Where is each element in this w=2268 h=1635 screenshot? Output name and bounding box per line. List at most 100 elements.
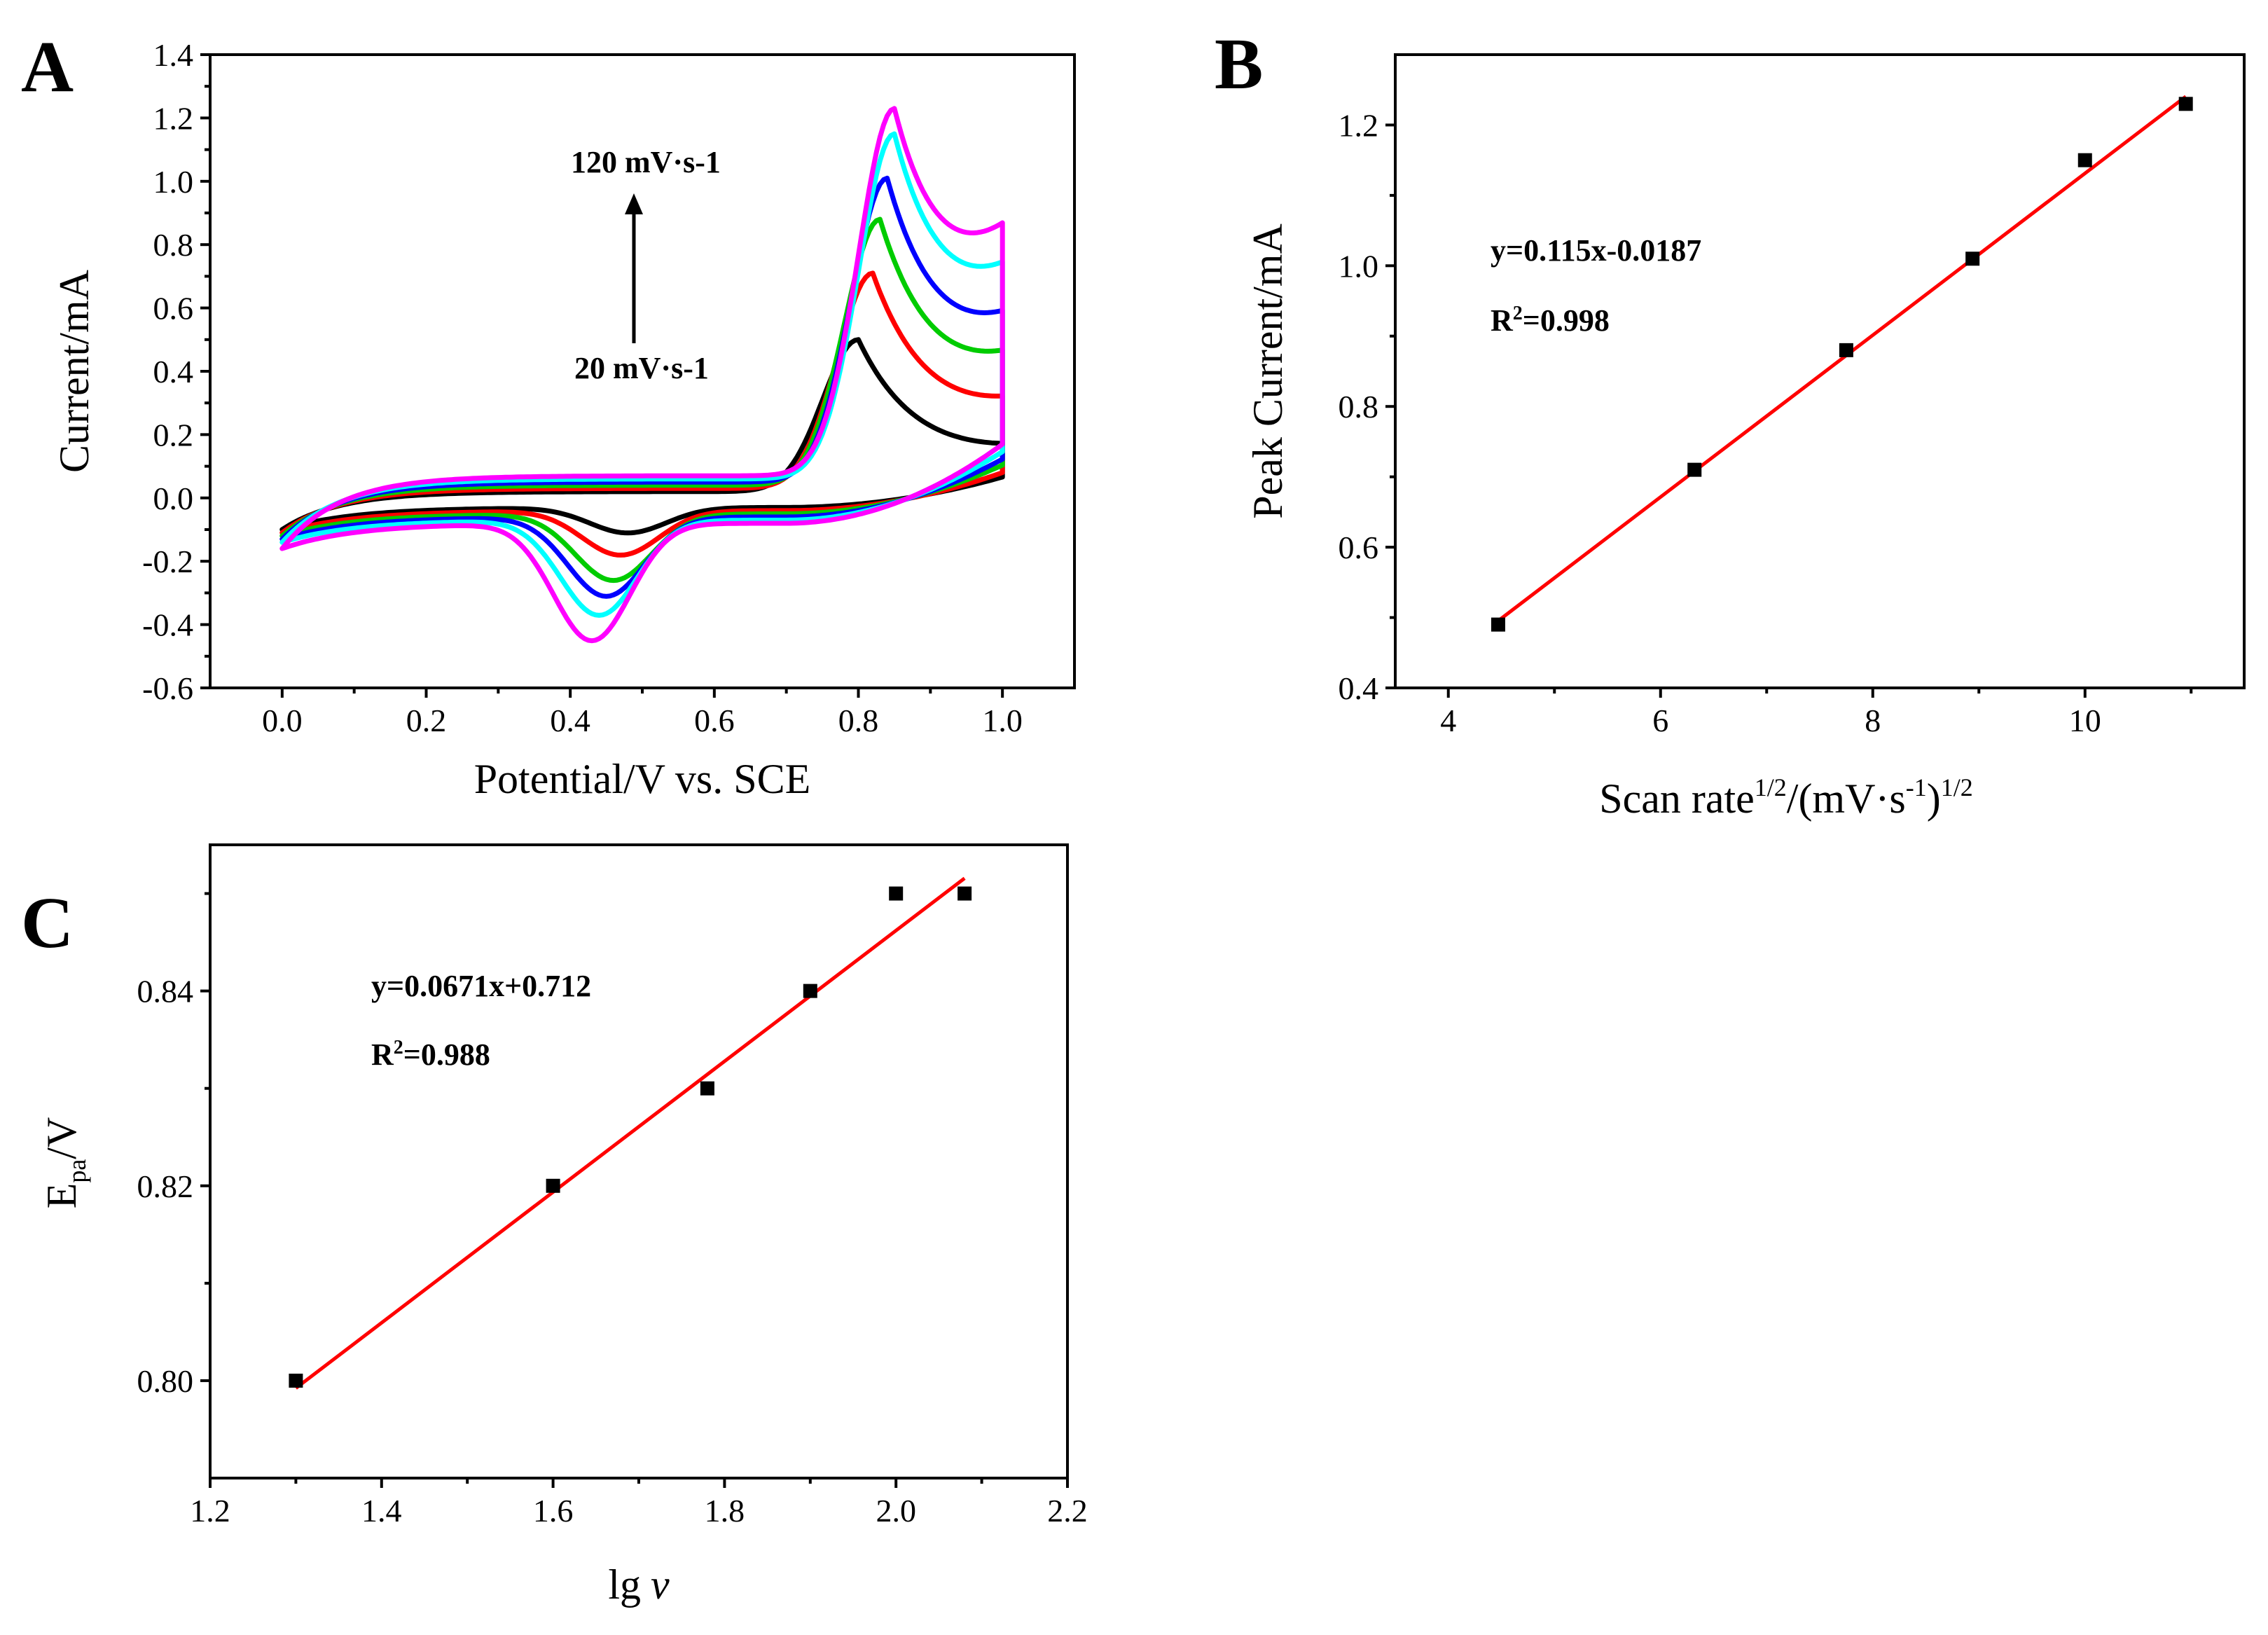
panel-c-xlabel-var: v [651, 1561, 670, 1608]
panel-c-y-tick-label: 0.80 [137, 1363, 194, 1399]
panel-b-plot-frame [1394, 53, 2246, 689]
panel-c-r-squared: R2=0.988 [371, 1037, 490, 1072]
panel-b-data-point [1687, 462, 1702, 477]
panel-a-x-tick-label: 0.6 [694, 703, 735, 738]
panel-c-x-tick-label: 1.8 [705, 1493, 745, 1529]
panel-b-fit-line [1497, 95, 2187, 623]
panel-a-x-tick-label: 0.8 [838, 703, 879, 738]
panel-a-y-tick-label: -0.4 [142, 607, 193, 643]
annotation-20-mv-text: 20 mV·s-1 [574, 351, 709, 385]
panel-b-label: B [1215, 24, 1263, 104]
panel-b-data-point [1491, 617, 1505, 632]
panel-b-xlabel-sup2: -1 [1906, 773, 1927, 801]
panel-b-y-tick-label: 0.8 [1339, 389, 1379, 425]
panel-a-y-tick-label: 1.4 [153, 37, 194, 73]
panel-a-y-tick-label: 0.6 [153, 291, 194, 326]
panel-a-ticks: 0.0 0.2 0.4 0.6 0.8 1.0 -0.6 -0.4 -0.2 0.0 0.2 0.4 0… [142, 37, 1023, 738]
panel-c-ylabel-end: /V [39, 1117, 85, 1159]
panel-a-y-tick-label: -0.6 [142, 670, 193, 706]
panel-c-fit [294, 876, 966, 1390]
panel-b-xlabel-sup3: 1/2 [1941, 773, 1973, 801]
panel-b-r-sup: 2 [1513, 303, 1523, 324]
panel-b-y-tick-label: 0.6 [1339, 530, 1379, 565]
panel-c-x-tick-label: 2.0 [876, 1493, 916, 1529]
panel-b-y-axis-label: Peak Current/mA [1245, 223, 1291, 519]
cv-curve-120-mv-s [279, 106, 1005, 644]
annotation-120-mv: 120 mV·s-1 [571, 145, 721, 179]
panel-b-y-tick-label: 0.4 [1339, 670, 1379, 706]
panel-b-r-squared: R2=0.998 [1491, 303, 1610, 338]
panel-a-y-tick-label: 0.4 [153, 354, 194, 389]
panel-b-data-point [1965, 251, 1980, 266]
panel-a: A 0.0 0.2 0.4 0.6 0.8 1.0-0.6-0.4-0.20.00.20.… [21, 27, 1076, 802]
panel-c-x-tick-label: 2.2 [1047, 1493, 1088, 1529]
panel-c-x-axis-label: lg v [608, 1561, 670, 1608]
panel-c-points [289, 886, 972, 1388]
panel-b-x-tick-label: 10 [2069, 703, 2101, 738]
panel-b: B 4 6 8 10 0.4 0.6 0.8 1.0 1.2 y=0.115x-0.0187 R… [1215, 24, 2246, 822]
panel-b-xlabel-sup1: 1/2 [1755, 773, 1787, 801]
panel-c-x-tick-label: 1.2 [190, 1493, 230, 1529]
panel-a-x-tick-label: 1.0 [982, 703, 1023, 738]
panel-b-xlabel-end: ) [1927, 775, 1941, 822]
panel-c-label: C [21, 883, 74, 963]
panel-b-y-tick-label: 1.0 [1339, 248, 1379, 284]
panel-b-y-tick-label: 1.2 [1339, 107, 1379, 143]
panel-a-y-tick-label: 0.0 [153, 481, 194, 516]
panel-b-r-value: =0.998 [1523, 303, 1610, 338]
annotation-20-mv: 20 mV·s-1 [574, 351, 709, 385]
panel-b-fit [1497, 95, 2187, 623]
panel-c-fit-line [294, 876, 966, 1390]
panel-c-plot-frame [209, 843, 1069, 1479]
panel-c-y-axis-label: Epa/V [39, 1117, 91, 1209]
panel-b-xlabel-mid: /(mV·s [1787, 775, 1906, 822]
panel-a-x-axis-label: Potential/V vs. SCE [474, 756, 811, 802]
panel-a-y-tick-label: 0.2 [153, 417, 194, 453]
panel-b-points [1491, 97, 2193, 632]
panel-a-y-tick-label: 1.0 [153, 164, 194, 200]
scan-rate-arrow-head [625, 193, 643, 214]
panel-a-y-axis-label: Current/mA [51, 270, 97, 473]
panel-c-x-tick-label: 1.6 [533, 1493, 574, 1529]
panel-a-y-tick-label: 1.2 [153, 100, 194, 136]
panel-c-r-letter: R [371, 1037, 394, 1072]
panel-c-r-value: =0.988 [403, 1037, 490, 1072]
panel-c-ticks: 1.2 1.4 1.6 1.8 2.0 2.2 0.80 0.82 0.84 [137, 892, 1088, 1529]
panel-c-y-tick-label: 0.82 [137, 1168, 194, 1204]
panel-c-y-tick-label: 0.84 [137, 974, 194, 1009]
panel-c-ylabel-main: E [39, 1183, 85, 1209]
panel-a-curves [279, 106, 1005, 644]
panel-b-data-point [2178, 97, 2193, 111]
panel-b-x-tick-label: 4 [1440, 703, 1456, 738]
annotation-120-mv-text: 120 mV·s-1 [571, 145, 721, 179]
panel-a-x-tick-label: 0.4 [550, 703, 590, 738]
panel-c: C 1.2 1.4 1.6 1.8 2.0 2.2 0.80 0.82 0.84 y=0.067… [21, 843, 1088, 1608]
panel-b-x-tick-label: 6 [1652, 703, 1668, 738]
panel-a-x-tick-label: 0.2 [406, 703, 447, 738]
panel-b-data-point [1839, 343, 1853, 357]
panel-c-r-sup: 2 [394, 1037, 403, 1058]
panel-b-x-axis-label: Scan rate1/2/(mV·s-1)1/2 [1599, 773, 1973, 822]
panel-b-equation: y=0.115x-0.0187 [1491, 233, 1701, 268]
panel-b-ticks: 4 6 8 10 0.4 0.6 0.8 1.0 1.2 [1339, 107, 2193, 738]
panel-a-label: A [21, 27, 74, 107]
panel-c-data-point [289, 1373, 303, 1388]
panel-a-y-tick-label: 0.8 [153, 227, 194, 263]
panel-c-data-point [889, 886, 904, 901]
panel-c-data-point [546, 1178, 560, 1193]
panel-a-x-tick-label: 0.0 [262, 703, 303, 738]
panel-b-r-letter: R [1491, 303, 1514, 338]
panel-c-xlabel-main: lg [608, 1561, 641, 1608]
panel-c-equation: y=0.0671x+0.712 [371, 969, 591, 1003]
panel-c-ylabel-sub: pa [63, 1159, 91, 1183]
panel-a-y-tick-label: -0.2 [142, 544, 193, 579]
panel-c-x-tick-label: 1.4 [361, 1493, 402, 1529]
panel-c-data-point [957, 886, 972, 901]
panel-b-x-tick-label: 8 [1865, 703, 1881, 738]
panel-c-data-point [700, 1081, 714, 1096]
panel-b-xlabel-main: Scan rate [1599, 775, 1755, 822]
panel-c-data-point [803, 984, 817, 998]
scan-rate-annotation: 120 mV·s-1 20 mV·s-1 [571, 145, 721, 385]
panel-b-data-point [2077, 153, 2092, 167]
